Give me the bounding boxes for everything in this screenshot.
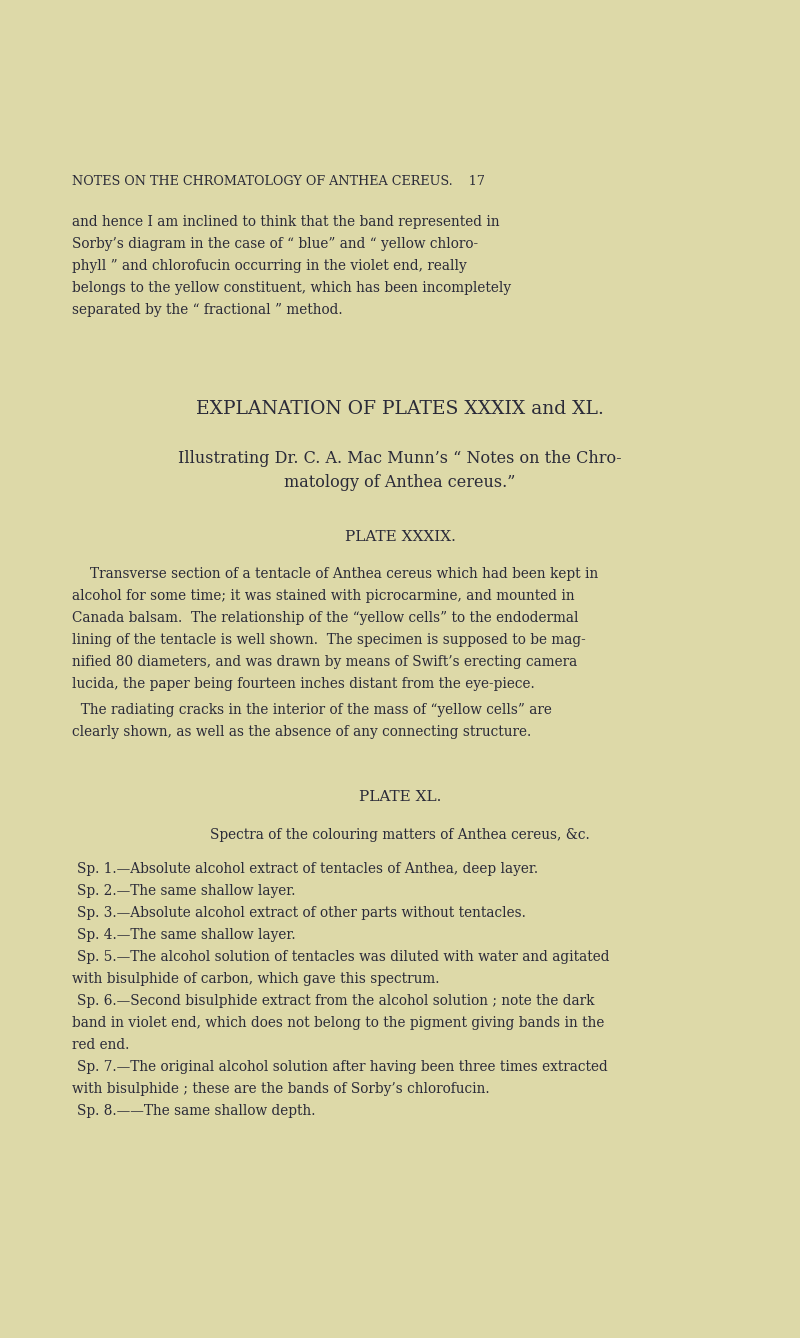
Text: nified 80 diameters, and was drawn by means of Swift’s erecting camera: nified 80 diameters, and was drawn by me… (72, 656, 578, 669)
Text: Sp. 1.—Absolute alcohol extract of tentacles of Anthea, deep layer.: Sp. 1.—Absolute alcohol extract of tenta… (77, 862, 538, 876)
Text: clearly shown, as well as the absence of any connecting structure.: clearly shown, as well as the absence of… (72, 725, 531, 739)
Text: alcohol for some time; it was stained with picrocarmine, and mounted in: alcohol for some time; it was stained wi… (72, 589, 574, 603)
Text: phyll ” and chlorofucin occurring in the violet end, really: phyll ” and chlorofucin occurring in the… (72, 260, 466, 273)
Text: Transverse section of a tentacle of Anthea cereus which had been kept in: Transverse section of a tentacle of Anth… (90, 567, 598, 581)
Text: Sp. 2.—The same shallow layer.: Sp. 2.—The same shallow layer. (77, 884, 295, 898)
Text: lining of the tentacle is well shown.  The specimen is supposed to be mag-: lining of the tentacle is well shown. Th… (72, 633, 586, 648)
Text: NOTES ON THE CHROMATOLOGY OF ANTHEA CEREUS.    17: NOTES ON THE CHROMATOLOGY OF ANTHEA CERE… (72, 175, 485, 189)
Text: Sp. 7.—The original alcohol solution after having been three times extracted: Sp. 7.—The original alcohol solution aft… (77, 1060, 608, 1074)
Text: Sp. 3.—Absolute alcohol extract of other parts without tentacles.: Sp. 3.—Absolute alcohol extract of other… (77, 906, 526, 921)
Text: Spectra of the colouring matters of Anthea cereus, &c.: Spectra of the colouring matters of Anth… (210, 828, 590, 842)
Text: Canada balsam.  The relationship of the “yellow cells” to the endodermal: Canada balsam. The relationship of the “… (72, 611, 578, 625)
Text: with bisulphide of carbon, which gave this spectrum.: with bisulphide of carbon, which gave th… (72, 971, 439, 986)
Text: lucida, the paper being fourteen inches distant from the eye-piece.: lucida, the paper being fourteen inches … (72, 677, 534, 690)
Text: red end.: red end. (72, 1038, 130, 1052)
Text: matology of Anthea cereus.”: matology of Anthea cereus.” (284, 474, 516, 491)
Text: PLATE XXXIX.: PLATE XXXIX. (345, 530, 455, 545)
Text: and hence I am inclined to think that the band represented in: and hence I am inclined to think that th… (72, 215, 500, 229)
Text: The radiating cracks in the interior of the mass of “yellow cells” are: The radiating cracks in the interior of … (72, 702, 552, 717)
Text: Sorby’s diagram in the case of “ blue” and “ yellow chloro-: Sorby’s diagram in the case of “ blue” a… (72, 237, 478, 252)
Text: Sp. 5.—The alcohol solution of tentacles was diluted with water and agitated: Sp. 5.—The alcohol solution of tentacles… (77, 950, 610, 963)
Text: belongs to the yellow constituent, which has been incompletely: belongs to the yellow constituent, which… (72, 281, 511, 294)
Text: EXPLANATION OF PLATES XXXIX and XL.: EXPLANATION OF PLATES XXXIX and XL. (196, 400, 604, 417)
Text: separated by the “ fractional ” method.: separated by the “ fractional ” method. (72, 302, 342, 317)
Text: Sp. 6.—Second bisulphide extract from the alcohol solution ; note the dark: Sp. 6.—Second bisulphide extract from th… (77, 994, 594, 1008)
Text: Sp. 8.——The same shallow depth.: Sp. 8.——The same shallow depth. (77, 1104, 315, 1119)
Text: band in violet end, which does not belong to the pigment giving bands in the: band in violet end, which does not belon… (72, 1016, 604, 1030)
Text: with bisulphide ; these are the bands of Sorby’s chlorofucin.: with bisulphide ; these are the bands of… (72, 1082, 490, 1096)
Text: PLATE XL.: PLATE XL. (359, 789, 441, 804)
Text: Sp. 4.—The same shallow layer.: Sp. 4.—The same shallow layer. (77, 929, 296, 942)
Text: Illustrating Dr. C. A. Mac Munn’s “ Notes on the Chro-: Illustrating Dr. C. A. Mac Munn’s “ Note… (178, 450, 622, 467)
